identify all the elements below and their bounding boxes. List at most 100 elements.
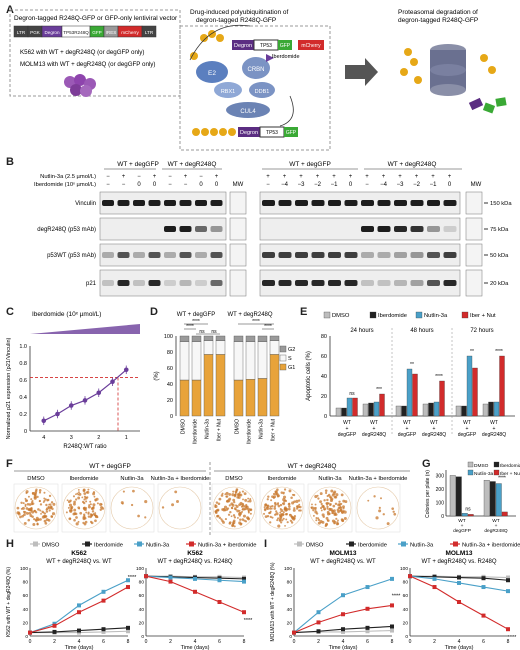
colony	[247, 500, 250, 503]
colony	[392, 510, 395, 513]
bar-segment-g2	[257, 335, 268, 342]
sig-label: **	[410, 362, 414, 368]
data-point	[292, 630, 296, 635]
blot-band	[164, 226, 176, 232]
colony	[91, 506, 95, 510]
y-tick: 20	[167, 398, 173, 404]
bar	[466, 355, 473, 417]
colony	[317, 517, 320, 520]
iber-sign: −4	[281, 182, 289, 188]
x-tick: 2	[97, 435, 100, 441]
bar-segment-s	[269, 340, 280, 355]
colony	[238, 521, 242, 525]
colony	[25, 507, 29, 510]
blot-band	[377, 200, 391, 206]
blot-band	[328, 280, 341, 286]
colony	[33, 509, 36, 512]
data-point	[365, 625, 370, 630]
colony	[317, 521, 321, 525]
kda-label: 150 kDa	[490, 201, 512, 207]
x-tick: 8	[391, 639, 394, 645]
data-point	[168, 579, 173, 584]
data-point	[365, 629, 370, 634]
colony	[391, 507, 395, 510]
y-tick: 100	[20, 566, 28, 572]
colony	[264, 508, 267, 512]
y-tick: 80	[321, 334, 327, 340]
bar	[472, 367, 478, 417]
iber-sign: −3	[298, 182, 306, 188]
x-group-label: WT	[492, 518, 500, 524]
colony	[249, 508, 253, 512]
blot-band	[410, 200, 424, 206]
blot-band	[117, 280, 130, 286]
legend-swatch	[415, 311, 423, 319]
colony	[335, 522, 339, 526]
colony	[315, 512, 319, 515]
colony	[238, 512, 241, 516]
colony	[214, 505, 217, 508]
colony	[270, 499, 273, 502]
chart-subtitle: WT + degR248Q vs. WT	[310, 559, 376, 565]
data-point	[316, 610, 321, 615]
mw-lane	[229, 191, 247, 215]
colony	[85, 511, 88, 514]
colony	[16, 506, 20, 510]
colony	[89, 503, 92, 506]
legend-swatch	[493, 469, 500, 476]
category-label: Iberdomide	[193, 419, 199, 444]
colony	[284, 524, 286, 527]
blot-band	[361, 226, 374, 232]
well-label: Nutlin-3a + Iberdomide	[151, 476, 210, 482]
colony	[77, 496, 81, 500]
legend-swatch	[323, 311, 331, 319]
blot-band	[361, 280, 374, 286]
blot-band	[295, 252, 308, 258]
y-tick: 80	[23, 580, 29, 586]
bar	[449, 475, 456, 517]
colony	[36, 495, 39, 498]
colony	[233, 493, 237, 497]
colony	[283, 488, 287, 491]
colony	[273, 501, 277, 505]
nutlin-sign: +	[365, 174, 369, 180]
data-point	[52, 621, 57, 626]
legend-label: Iber + Nut	[500, 471, 520, 477]
bar	[489, 481, 496, 517]
colony	[72, 495, 76, 498]
data-point	[242, 576, 246, 581]
data-point	[506, 575, 510, 580]
x-group-label: WT	[430, 420, 438, 426]
colony	[263, 506, 266, 509]
colony	[84, 520, 88, 524]
bar	[482, 403, 489, 417]
bar-segment-g2	[191, 335, 202, 342]
bar	[455, 405, 462, 417]
colony	[324, 524, 327, 528]
category-label: Nutlin-3a	[205, 419, 211, 439]
svg-text:GFP: GFP	[280, 43, 291, 49]
nutlin-sign: +	[215, 174, 219, 180]
colony	[292, 508, 296, 512]
colony	[264, 515, 268, 519]
legend-swatch	[461, 311, 469, 319]
colony	[331, 519, 335, 523]
bar	[461, 405, 467, 417]
colony	[239, 518, 242, 521]
colony	[216, 514, 219, 518]
x-group-label: +	[466, 426, 469, 432]
well	[110, 486, 154, 530]
iber-sign: −1	[430, 182, 438, 188]
colony	[25, 490, 29, 494]
x-group-label: WT	[463, 420, 471, 426]
colony	[327, 493, 331, 497]
blot-band	[394, 226, 407, 232]
colony	[315, 519, 318, 522]
svg-text:CRBN: CRBN	[247, 67, 264, 73]
x-group-label: +	[433, 426, 436, 432]
colony	[215, 501, 219, 504]
colony	[220, 494, 224, 497]
blot-band	[102, 252, 114, 258]
iber-sign: 0	[199, 182, 203, 188]
colony	[275, 510, 278, 513]
